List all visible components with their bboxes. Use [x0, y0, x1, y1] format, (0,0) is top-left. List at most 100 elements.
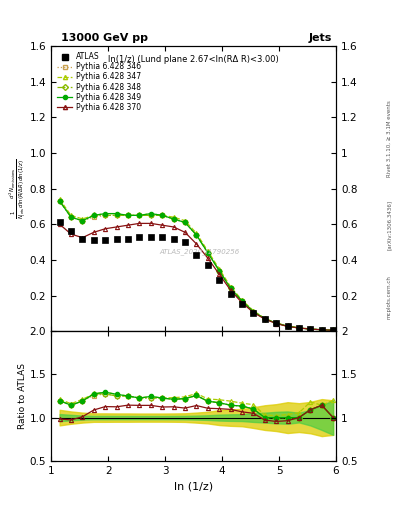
Pythia 6.428 348: [126, 212, 130, 219]
Pythia 6.428 346: [160, 212, 165, 219]
ATLAS: [206, 262, 210, 268]
Pythia 6.428 370: [297, 325, 301, 331]
Line: Pythia 6.428 347: Pythia 6.428 347: [57, 197, 335, 332]
Pythia 6.428 349: [126, 212, 130, 219]
Pythia 6.428 347: [274, 320, 279, 326]
Pythia 6.428 349: [194, 232, 199, 238]
ATLAS: [263, 316, 267, 322]
Line: ATLAS: ATLAS: [57, 220, 336, 333]
Pythia 6.428 346: [92, 214, 96, 220]
Pythia 6.428 346: [194, 232, 199, 238]
Pythia 6.428 349: [114, 210, 119, 217]
Pythia 6.428 370: [160, 222, 165, 228]
ATLAS: [57, 220, 62, 226]
Pythia 6.428 348: [331, 327, 336, 333]
ATLAS: [320, 327, 324, 333]
Pythia 6.428 346: [103, 212, 108, 219]
Pythia 6.428 349: [183, 220, 187, 226]
Pythia 6.428 348: [240, 298, 244, 304]
Pythia 6.428 370: [137, 220, 142, 226]
Text: ATLAS_2020_I1790256: ATLAS_2020_I1790256: [159, 248, 239, 255]
ATLAS: [171, 236, 176, 242]
Pythia 6.428 347: [263, 315, 267, 322]
Pythia 6.428 346: [183, 220, 187, 226]
Pythia 6.428 346: [251, 309, 256, 315]
Pythia 6.428 370: [126, 222, 130, 228]
Pythia 6.428 370: [103, 226, 108, 232]
Pythia 6.428 349: [206, 250, 210, 256]
ATLAS: [80, 236, 85, 242]
ATLAS: [114, 236, 119, 242]
Pythia 6.428 349: [251, 309, 256, 315]
Pythia 6.428 349: [160, 212, 165, 219]
ATLAS: [149, 233, 153, 240]
Pythia 6.428 347: [320, 327, 324, 333]
Pythia 6.428 347: [69, 212, 73, 219]
Pythia 6.428 346: [149, 212, 153, 219]
ATLAS: [92, 237, 96, 243]
Text: ln(1/z) (Lund plane 2.67<ln(RΔ R)<3.00): ln(1/z) (Lund plane 2.67<ln(RΔ R)<3.00): [108, 55, 279, 63]
Pythia 6.428 349: [171, 216, 176, 222]
Pythia 6.428 370: [149, 220, 153, 226]
Line: Pythia 6.428 348: Pythia 6.428 348: [57, 199, 335, 332]
Pythia 6.428 349: [103, 210, 108, 217]
ATLAS: [228, 291, 233, 297]
ATLAS: [160, 233, 165, 240]
Pythia 6.428 346: [137, 212, 142, 219]
Pythia 6.428 348: [285, 323, 290, 329]
Pythia 6.428 370: [228, 287, 233, 293]
Pythia 6.428 347: [297, 325, 301, 331]
Pythia 6.428 346: [80, 218, 85, 224]
ATLAS: [69, 228, 73, 234]
Pythia 6.428 347: [194, 230, 199, 236]
Pythia 6.428 348: [263, 316, 267, 322]
Pythia 6.428 348: [137, 212, 142, 219]
Pythia 6.428 347: [114, 210, 119, 217]
Pythia 6.428 348: [217, 268, 222, 274]
ATLAS: [297, 325, 301, 331]
Pythia 6.428 347: [308, 326, 313, 332]
ATLAS: [137, 233, 142, 240]
Pythia 6.428 348: [274, 320, 279, 326]
Pythia 6.428 346: [217, 268, 222, 274]
Pythia 6.428 346: [285, 323, 290, 329]
Pythia 6.428 347: [240, 297, 244, 303]
Pythia 6.428 349: [149, 210, 153, 217]
Pythia 6.428 349: [57, 198, 62, 204]
Pythia 6.428 370: [331, 327, 336, 333]
Pythia 6.428 348: [103, 212, 108, 219]
Text: 13000 GeV pp: 13000 GeV pp: [61, 33, 148, 44]
Text: Jets: Jets: [309, 33, 332, 44]
Pythia 6.428 346: [297, 325, 301, 331]
ATLAS: [126, 236, 130, 242]
Pythia 6.428 370: [274, 321, 279, 327]
Pythia 6.428 346: [320, 327, 324, 333]
Pythia 6.428 370: [183, 229, 187, 236]
Pythia 6.428 347: [57, 196, 62, 202]
Pythia 6.428 347: [217, 266, 222, 272]
Pythia 6.428 348: [320, 327, 324, 333]
ATLAS: [285, 323, 290, 329]
ATLAS: [183, 239, 187, 245]
Pythia 6.428 370: [308, 326, 313, 332]
Pythia 6.428 347: [228, 284, 233, 290]
Pythia 6.428 347: [251, 308, 256, 314]
ATLAS: [217, 276, 222, 283]
Pythia 6.428 346: [126, 212, 130, 219]
Pythia 6.428 349: [274, 320, 279, 326]
Pythia 6.428 346: [69, 214, 73, 220]
ATLAS: [331, 327, 336, 333]
ATLAS: [274, 320, 279, 326]
Pythia 6.428 347: [149, 210, 153, 217]
Pythia 6.428 348: [114, 212, 119, 219]
Pythia 6.428 370: [171, 224, 176, 230]
Pythia 6.428 349: [320, 327, 324, 333]
Pythia 6.428 348: [308, 326, 313, 332]
Pythia 6.428 347: [331, 327, 336, 333]
Pythia 6.428 348: [228, 285, 233, 291]
Pythia 6.428 346: [274, 320, 279, 326]
Pythia 6.428 370: [251, 309, 256, 315]
Pythia 6.428 370: [69, 231, 73, 237]
Pythia 6.428 370: [240, 300, 244, 306]
Pythia 6.428 348: [160, 212, 165, 219]
